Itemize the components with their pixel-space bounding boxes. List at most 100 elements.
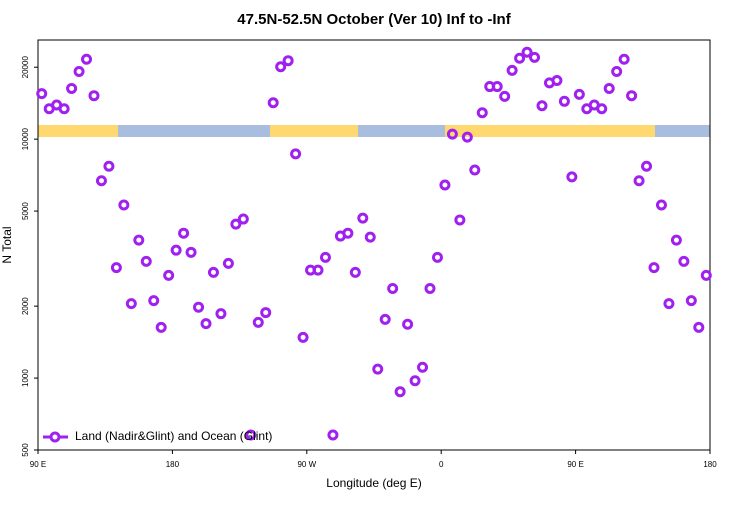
data-point xyxy=(110,262,122,274)
data-point xyxy=(66,82,78,94)
data-point xyxy=(364,231,376,243)
data-point xyxy=(349,266,361,278)
data-point xyxy=(133,234,145,246)
data-point xyxy=(148,295,160,307)
y-tick-label: 5000 xyxy=(21,202,30,220)
land-band xyxy=(38,125,118,137)
data-point xyxy=(417,361,429,373)
data-point xyxy=(506,64,518,76)
chart-title: 47.5N-52.5N October (Ver 10) Inf to -Inf xyxy=(237,11,511,28)
data-point xyxy=(312,264,324,276)
land-band xyxy=(270,125,358,137)
data-point xyxy=(431,251,443,263)
data-point xyxy=(103,160,115,172)
data-point xyxy=(118,199,130,211)
data-point xyxy=(670,234,682,246)
y-tick-label: 1000 xyxy=(21,369,30,387)
data-point xyxy=(641,160,653,172)
data-point xyxy=(267,97,279,109)
y-tick-label: 500 xyxy=(21,443,30,457)
data-point xyxy=(387,283,399,295)
data-point xyxy=(655,199,667,211)
legend-label: Land (Nadir&Glint) and Ocean (Glint) xyxy=(75,429,272,443)
data-point xyxy=(245,429,257,441)
data-point xyxy=(342,227,354,239)
land-ocean-strip xyxy=(38,125,710,137)
data-point xyxy=(678,255,690,267)
data-point xyxy=(357,212,369,224)
data-point xyxy=(626,90,638,102)
data-point xyxy=(551,74,563,86)
data-point xyxy=(125,298,137,310)
data-point xyxy=(536,100,548,112)
data-point xyxy=(566,171,578,183)
land-band xyxy=(445,125,655,137)
data-point xyxy=(230,218,242,230)
data-point xyxy=(424,283,436,295)
data-point xyxy=(140,255,152,267)
data-point xyxy=(88,90,100,102)
data-point xyxy=(700,269,712,281)
data-point xyxy=(469,164,481,176)
data-point xyxy=(252,316,264,328)
data-point xyxy=(693,321,705,333)
legend-marker xyxy=(49,431,61,443)
x-tick-label: 90 E xyxy=(30,460,46,469)
data-point xyxy=(282,55,294,67)
data-point xyxy=(558,95,570,107)
data-point xyxy=(439,179,451,191)
data-point xyxy=(454,214,466,226)
data-point xyxy=(81,53,93,65)
data-point xyxy=(36,88,48,100)
y-tick-label: 2000 xyxy=(21,297,30,315)
x-tick-label: 180 xyxy=(166,460,180,469)
data-point xyxy=(207,266,219,278)
data-point xyxy=(155,321,167,333)
data-point xyxy=(618,53,630,65)
data-point xyxy=(222,257,234,269)
data-point xyxy=(290,148,302,160)
data-point xyxy=(73,65,85,77)
data-point xyxy=(491,81,503,93)
data-point xyxy=(260,307,272,319)
ocean-band xyxy=(655,125,710,137)
data-point xyxy=(611,65,623,77)
data-point xyxy=(237,213,249,225)
data-point xyxy=(319,251,331,263)
x-axis-label: Longitude (deg E) xyxy=(326,476,421,490)
x-tick-label: 90 W xyxy=(297,460,316,469)
data-point xyxy=(499,90,511,102)
data-point xyxy=(200,318,212,330)
data-point xyxy=(327,429,339,441)
data-point xyxy=(663,298,675,310)
data-point xyxy=(215,308,227,320)
data-point xyxy=(372,363,384,375)
data-point xyxy=(573,88,585,100)
plot-frame xyxy=(37,39,711,451)
data-point xyxy=(58,103,70,115)
ocean-band xyxy=(118,125,270,137)
data-point xyxy=(685,295,697,307)
data-point xyxy=(521,46,533,58)
data-point xyxy=(633,175,645,187)
data-point xyxy=(185,246,197,258)
data-point xyxy=(514,52,526,64)
ocean-band xyxy=(358,125,445,137)
data-point xyxy=(446,128,458,140)
data-point xyxy=(596,103,608,115)
y-axis-label: N Total xyxy=(0,226,14,263)
data-point xyxy=(163,269,175,281)
x-tick-label: 180 xyxy=(703,460,717,469)
data-point xyxy=(648,262,660,274)
data-point xyxy=(178,227,190,239)
x-tick-label: 0 xyxy=(439,460,444,469)
data-point xyxy=(170,244,182,256)
y-tick-label: 20000 xyxy=(21,56,30,79)
data-point xyxy=(409,375,421,387)
data-point xyxy=(476,107,488,119)
x-tick-label: 90 E xyxy=(567,460,583,469)
data-point xyxy=(193,301,205,313)
data-point xyxy=(275,61,287,73)
